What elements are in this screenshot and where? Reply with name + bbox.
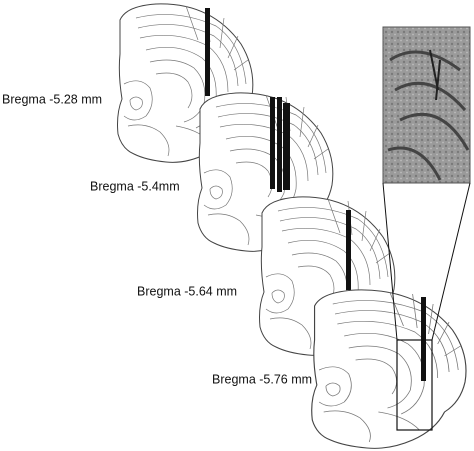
section-1 bbox=[117, 3, 254, 163]
zoom-line bbox=[382, 182, 398, 341]
zoom-line bbox=[431, 182, 471, 341]
inset bbox=[382, 26, 471, 341]
electrode-track bbox=[277, 97, 282, 192]
section-2 bbox=[197, 92, 334, 252]
electrode-track bbox=[346, 210, 351, 290]
bregma-label: Bregma -5.28 mm bbox=[2, 92, 102, 106]
electrode-track bbox=[421, 297, 426, 381]
micrograph-structure bbox=[387, 50, 470, 181]
micrograph-track bbox=[429, 49, 441, 101]
electrode-track bbox=[205, 8, 210, 96]
zoom-box bbox=[396, 339, 433, 431]
brain-section bbox=[311, 289, 467, 449]
electrode-track bbox=[270, 97, 275, 189]
bregma-label: Bregma -5.76 mm bbox=[212, 372, 312, 386]
bregma-label: Bregma -5.64 mm bbox=[137, 284, 237, 298]
section-4 bbox=[311, 289, 467, 449]
section-3 bbox=[259, 196, 396, 356]
electrode-track bbox=[283, 103, 290, 190]
bregma-label: Bregma -5.4mm bbox=[90, 179, 180, 193]
